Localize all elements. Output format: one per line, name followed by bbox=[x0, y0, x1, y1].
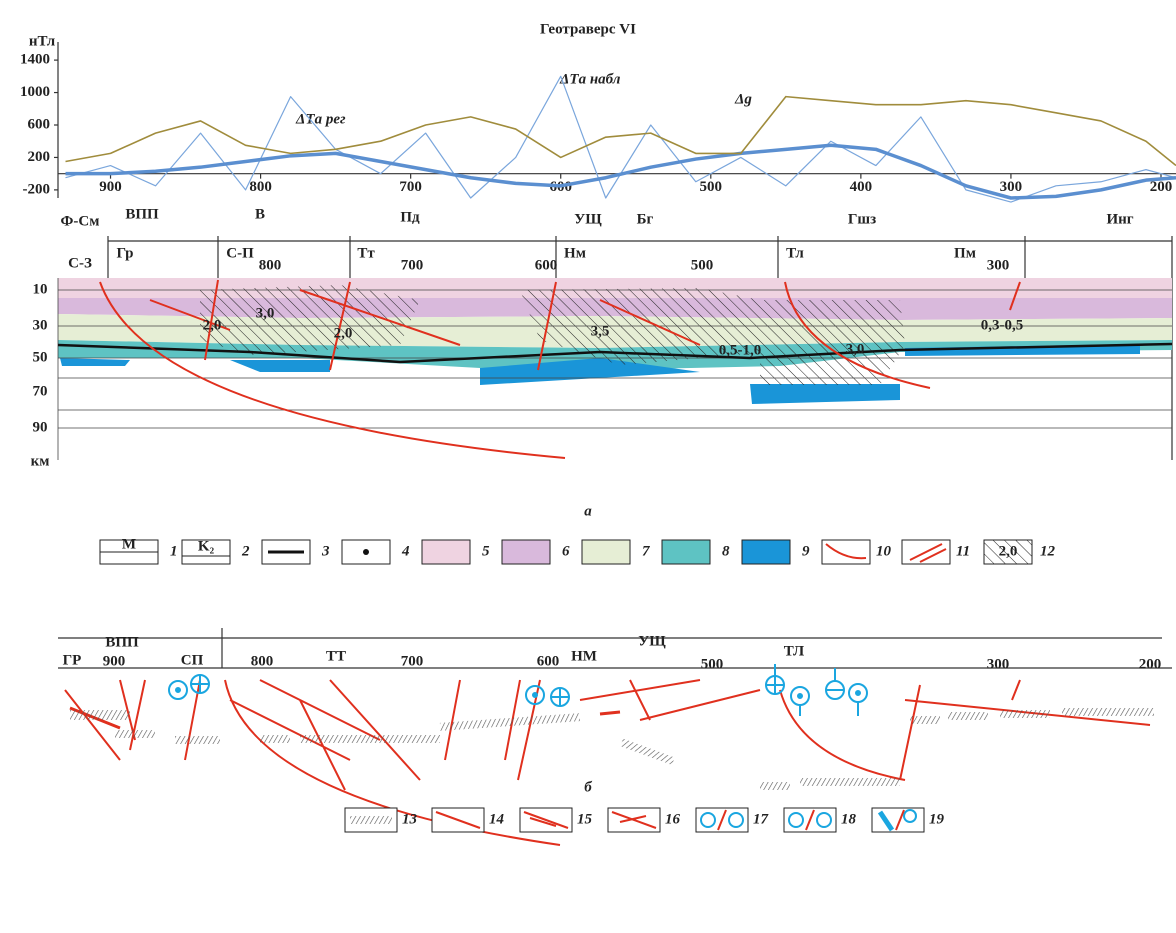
lower-label: УЩ bbox=[638, 633, 666, 649]
legend-number: 15 bbox=[577, 811, 593, 827]
x-tick-label: 300 bbox=[1000, 179, 1023, 195]
caption: б bbox=[584, 779, 592, 795]
lower-label: ГР bbox=[63, 652, 82, 668]
density-label: 0,5-1,0 bbox=[719, 342, 762, 358]
legend-box-text: М bbox=[122, 536, 136, 552]
depth-unit: км bbox=[31, 453, 50, 469]
region-label: Гшз bbox=[848, 211, 876, 227]
density-label: 2,0 bbox=[203, 317, 222, 333]
block-label: Пм bbox=[954, 245, 976, 261]
legend-number: 18 bbox=[841, 811, 857, 827]
distance-label: 600 bbox=[535, 257, 558, 273]
legend-number: 13 bbox=[402, 811, 418, 827]
density-label: 3,5 bbox=[591, 323, 610, 339]
region-label: Пд bbox=[400, 209, 420, 225]
x-tick-label: 500 bbox=[700, 179, 723, 195]
y-tick-label: 1400 bbox=[20, 52, 50, 68]
lower-label: НМ bbox=[571, 648, 597, 664]
y-axis-label: нТл bbox=[29, 33, 56, 49]
x-tick-label: 700 bbox=[399, 179, 422, 195]
legend-number: 14 bbox=[489, 811, 505, 827]
density-label: 2,0 bbox=[334, 325, 353, 341]
legend-b: 13 14 15 16 17 18 19 bbox=[345, 808, 945, 832]
depth-label: 50 bbox=[33, 349, 48, 365]
x-tick-label: 900 bbox=[99, 179, 122, 195]
legend-box-text: K₂ bbox=[198, 538, 215, 554]
series-label: ΔTа набл bbox=[559, 71, 621, 87]
legend-number: 16 bbox=[665, 811, 681, 827]
lower-label: ТТ bbox=[326, 648, 346, 664]
y-tick-label: 1000 bbox=[20, 84, 50, 100]
region-label: В bbox=[255, 206, 265, 222]
legend-number: 12 bbox=[1040, 543, 1056, 559]
region-label: ВПП bbox=[125, 206, 159, 222]
x-tick-label: 200 bbox=[1150, 179, 1173, 195]
x-tick-label: 800 bbox=[249, 179, 272, 195]
block-label: С-П bbox=[226, 245, 254, 261]
caption: а bbox=[584, 503, 592, 519]
y-tick-label: 600 bbox=[28, 116, 51, 132]
section: С-З Гр С-П Тт Нм Тл Пм 800 700 600 500 3… bbox=[31, 236, 1172, 519]
depth-label: 70 bbox=[33, 383, 48, 399]
legend-number: 9 bbox=[802, 543, 810, 559]
depth-label: 90 bbox=[33, 419, 48, 435]
density-label: 3,0 bbox=[846, 341, 865, 357]
legend-number: 5 bbox=[482, 543, 490, 559]
block-label: Нм bbox=[564, 245, 586, 261]
legend-number: 3 bbox=[321, 543, 330, 559]
region-label: УЩ bbox=[574, 211, 602, 227]
lower-label: ВПП bbox=[105, 634, 139, 650]
series-line bbox=[66, 97, 1176, 166]
profile-chart: Геотраверс VI нТл ΔTа набл ΔTа рег Δg Ф-… bbox=[20, 21, 1176, 229]
block-label: Гр bbox=[117, 245, 134, 261]
y-tick-label: 200 bbox=[28, 149, 51, 165]
legend-a: М 1 K₂ 2 3 4 5 6 7 8 9 10 11 2,0 12 bbox=[100, 536, 1056, 564]
legend-number: 2 bbox=[241, 543, 250, 559]
legend-box-text: 2,0 bbox=[999, 543, 1018, 559]
distance-label: 300 bbox=[987, 257, 1010, 273]
depth-label: 30 bbox=[33, 317, 48, 333]
lower-label: 800 bbox=[251, 653, 274, 669]
legend-number: 19 bbox=[929, 811, 945, 827]
density-label: 3,0 bbox=[256, 305, 275, 321]
block-label: Тл bbox=[786, 245, 804, 261]
lower-label: ТЛ bbox=[784, 643, 804, 659]
region-label: Инг bbox=[1106, 211, 1133, 227]
legend-number: 7 bbox=[642, 543, 650, 559]
legend-number: 4 bbox=[401, 543, 410, 559]
legend-number: 6 bbox=[562, 543, 570, 559]
legend-number: 8 bbox=[722, 543, 730, 559]
side-label: С-З bbox=[68, 255, 92, 271]
distance-label: 700 bbox=[401, 257, 424, 273]
legend-number: 10 bbox=[876, 543, 892, 559]
region-label: Ф-См bbox=[61, 213, 100, 229]
depth-label: 10 bbox=[33, 281, 48, 297]
series-label: ΔTа рег bbox=[295, 111, 346, 127]
block-label: Тт bbox=[357, 245, 375, 261]
lower-label: 700 bbox=[401, 653, 424, 669]
series-label: Δg bbox=[734, 91, 752, 107]
region-label: Бг bbox=[637, 211, 654, 227]
density-label: 0,3-0,5 bbox=[981, 317, 1024, 333]
lower-label: 300 bbox=[987, 656, 1010, 672]
distance-label: 800 bbox=[259, 257, 282, 273]
lower-label: 200 bbox=[1139, 656, 1162, 672]
legend-number: 17 bbox=[753, 811, 769, 827]
chart-title: Геотраверс VI bbox=[540, 21, 636, 37]
lower-label: СП bbox=[181, 652, 204, 668]
figure: Геотраверс VI нТл ΔTа набл ΔTа рег Δg Ф-… bbox=[0, 0, 1176, 928]
lower-label: 500 bbox=[701, 656, 724, 672]
legend-number: 1 bbox=[170, 543, 178, 559]
lower-label: 900 bbox=[103, 653, 126, 669]
y-tick-label: -200 bbox=[23, 181, 51, 197]
distance-label: 500 bbox=[691, 257, 714, 273]
legend-number: 11 bbox=[956, 543, 970, 559]
lower-label: 600 bbox=[537, 653, 560, 669]
x-tick-label: 400 bbox=[850, 179, 873, 195]
